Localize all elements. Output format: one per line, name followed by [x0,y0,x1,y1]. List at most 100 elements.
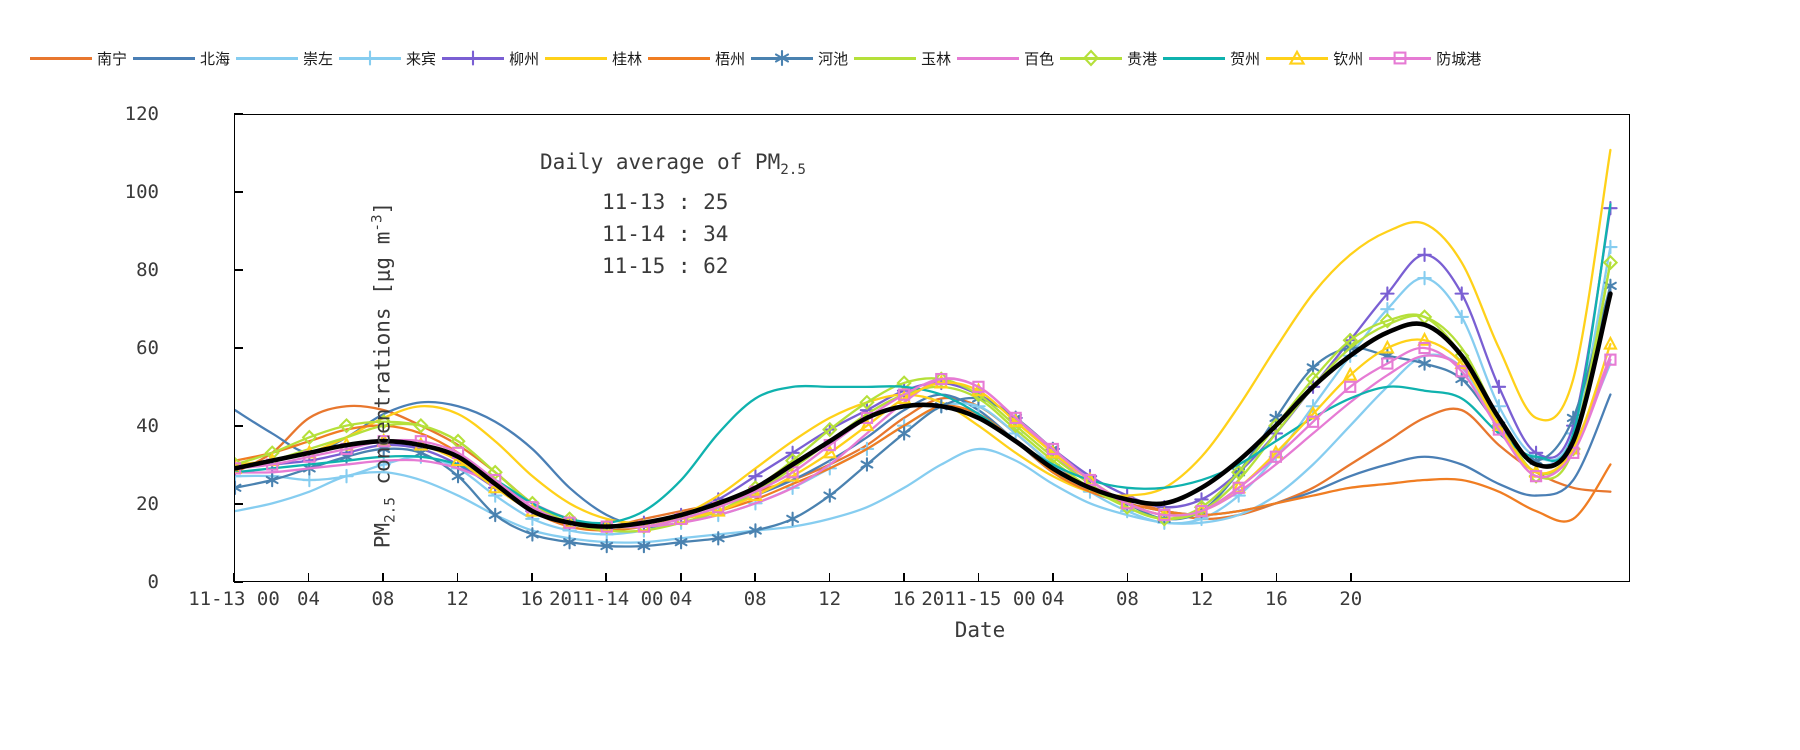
legend-item-7[interactable]: 河池 [751,48,848,69]
x-tick-mark [233,573,235,582]
legend-item-9[interactable]: 百色 [957,48,1054,69]
x-tick-mark [828,573,831,582]
annotation-line: 11-14 : 34 [602,222,729,247]
x-tick-mark [1052,573,1054,582]
x-tick-mark [977,573,980,582]
legend-swatch-none-icon [854,51,917,65]
y-tick-label: 20 [136,493,159,515]
legend-label: 钦州 [1333,49,1364,68]
y-tick-mark [234,113,243,115]
x-tick-label: 12 [1190,588,1214,610]
y-tick-mark [234,269,243,271]
y-tick-mark [234,581,243,583]
y-tick-mark [234,347,243,349]
legend-swatch-square-icon [1369,51,1432,65]
legend-label: 梧州 [715,49,746,68]
x-tick-mark [754,573,756,582]
plot-area [234,114,1630,582]
legend-swatch-none-icon [545,51,608,65]
x-tick-mark [1275,573,1278,582]
legend-item-10[interactable]: 贵港 [1060,48,1157,69]
legend-swatch-triangle-icon [1266,49,1329,65]
series-6 [235,404,1612,532]
x-tick-label: 12 [818,588,842,610]
y-tick-label: 80 [136,259,159,281]
series-7 [235,278,1617,554]
y-tick-label: 0 [147,571,159,593]
y-tick-label: 60 [136,337,159,359]
legend-item-4[interactable]: 柳州 [442,48,539,69]
legend-swatch-star-icon [751,49,814,67]
annotation-line: 11-15 : 62 [602,254,729,279]
legend-label: 柳州 [509,49,540,68]
legend-label: 南宁 [97,49,128,68]
series-9 [235,354,1612,529]
legend-label: 来宾 [406,49,437,68]
legend-label: 防城港 [1436,49,1482,68]
legend-item-12[interactable]: 钦州 [1266,48,1363,69]
x-tick-label: 08 [371,588,395,610]
x-tick-mark [1350,573,1352,582]
legend-swatch-none-icon [957,51,1020,65]
x-tick-mark [679,573,682,582]
legend-item-0[interactable]: 南宁 [30,48,127,69]
y-tick-mark [234,503,243,505]
legend-item-1[interactable]: 北海 [133,48,230,69]
legend-swatch-plus-icon [339,50,402,66]
annotation-block: Daily average of PM2.5 11-13 : 25 11-14 : … [540,146,806,282]
x-tick-label: 16 [1264,588,1288,610]
legend-label: 桂林 [612,49,643,68]
legend-swatch-diamond-icon [1060,49,1123,67]
x-tick-mark [1201,573,1203,582]
x-tick-mark [605,573,608,582]
y-tick-label: 40 [136,415,159,437]
x-tick-label: 16 [892,588,916,610]
legend-swatch-none-icon [1163,51,1226,65]
legend-label: 贺州 [1230,49,1261,68]
x-tick-label: 04 [669,588,693,610]
legend-label: 崇左 [303,49,334,68]
legend-swatch-none-icon [236,51,299,65]
series-10 [235,254,1619,535]
legend-item-2[interactable]: 崇左 [236,48,333,69]
annotation-line: 11-13 : 25 [602,190,729,215]
y-axis-label: PM2.5 concentrations [μg m-3] [369,201,399,549]
legend-item-11[interactable]: 贺州 [1163,48,1260,69]
legend-item-5[interactable]: 桂林 [545,48,642,69]
y-tick-label: 100 [124,181,159,203]
legend-item-8[interactable]: 玉林 [854,48,951,69]
legend-swatch-none-icon [133,51,196,65]
legend-swatch-plus-icon [442,50,505,66]
series-canvas [235,148,1619,554]
x-tick-label: 2011-15 00 [921,588,1036,610]
x-tick-mark [531,573,533,582]
y-tick-mark [234,191,243,193]
legend-label: 百色 [1024,49,1055,68]
legend-label: 贵港 [1127,49,1158,68]
legend-item-6[interactable]: 梧州 [648,48,745,69]
x-axis-label: Date [954,618,1006,642]
x-tick-label: 11-13 00 [188,588,280,610]
legend-label: 北海 [200,49,231,68]
x-tick-mark [382,573,384,582]
x-tick-mark [903,573,905,582]
series-5 [235,148,1612,525]
y-tick-label: 120 [124,103,159,125]
legend-item-3[interactable]: 来宾 [339,48,436,69]
x-tick-mark [1126,573,1129,582]
x-tick-label: 04 [297,588,320,610]
x-tick-label: 2011-14 00 [549,588,664,610]
x-tick-label: 20 [1339,588,1363,610]
x-tick-label: 08 [743,588,767,610]
x-tick-mark [307,573,310,582]
x-tick-label: 16 [520,588,544,610]
y-tick-mark [234,425,243,427]
legend-swatch-none-icon [30,51,92,65]
x-tick-label: 12 [445,588,469,610]
legend-item-13[interactable]: 防城港 [1369,48,1481,69]
x-tick-label: 04 [1041,588,1065,610]
legend-label: 河池 [818,49,849,68]
legend-label: 玉林 [921,49,952,68]
series-4 [235,200,1618,534]
